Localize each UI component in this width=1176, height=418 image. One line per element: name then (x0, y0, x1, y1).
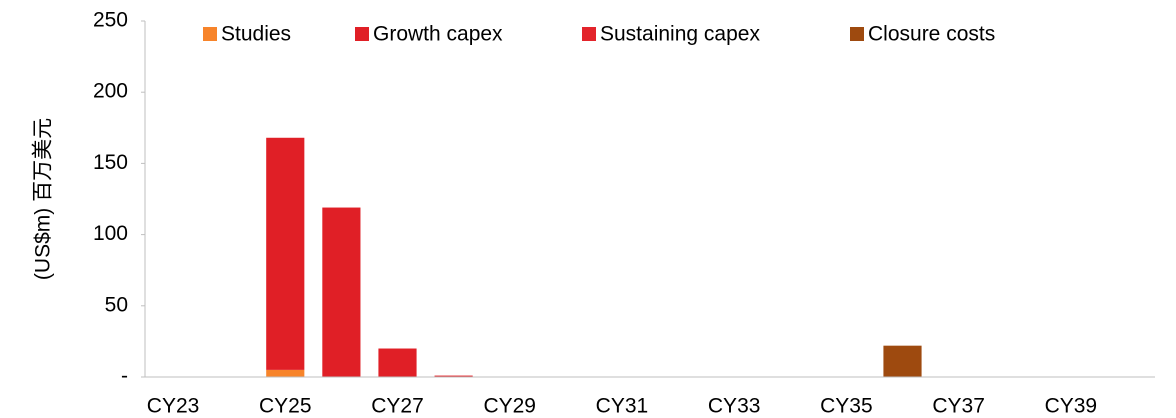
y-axis-label: (US$m) 百万美元 (32, 118, 55, 280)
x-tick-label: CY31 (596, 395, 649, 418)
x-tick-label: CY29 (483, 395, 536, 418)
x-tick-label: CY25 (259, 395, 312, 418)
legend-label: Closure costs (868, 23, 995, 46)
y-tick-label: 100 (93, 222, 128, 245)
legend-swatch (850, 27, 864, 41)
y-tick-label: 50 (105, 293, 128, 316)
x-tick-label: CY39 (1045, 395, 1098, 418)
legend-label: Sustaining capex (600, 23, 760, 46)
bar-segment (434, 375, 473, 377)
y-tick-label: 200 (93, 80, 128, 103)
legend-label: Studies (221, 23, 291, 46)
legend-swatch (203, 27, 217, 41)
x-tick-label: CY23 (147, 395, 200, 418)
y-tick-label: 250 (93, 9, 128, 32)
legend-label: Growth capex (373, 23, 503, 46)
legend-swatch (582, 27, 596, 41)
y-tick-label: 150 (93, 151, 128, 174)
legend-swatch (355, 27, 369, 41)
bar-segment (883, 345, 922, 377)
x-tick-label: CY27 (371, 395, 424, 418)
bar-segment (378, 348, 417, 377)
x-tick-label: CY35 (820, 395, 873, 418)
bar-segment (322, 207, 361, 377)
x-tick-label: CY33 (708, 395, 761, 418)
bar-segment (266, 369, 305, 377)
y-tick-label: - (121, 365, 128, 388)
x-tick-label: CY37 (932, 395, 985, 418)
bar-segment (266, 137, 305, 370)
